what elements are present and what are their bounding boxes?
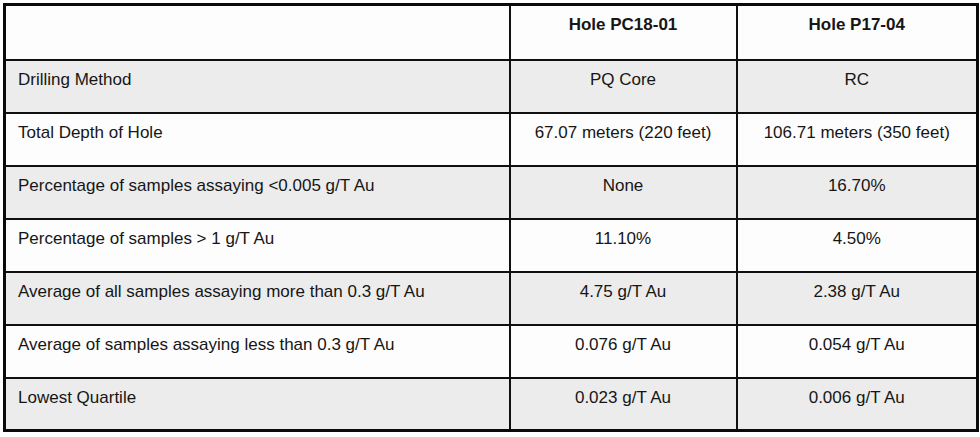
value-cell-p17: 0.006 g/T Au (737, 378, 978, 431)
table-row-avg-above-03: Average of all samples assaying more tha… (5, 272, 978, 325)
header-hole-pc18-01: Hole PC18-01 (510, 5, 737, 60)
header-empty-cell (5, 5, 510, 60)
value-cell-pc18: 11.10% (510, 219, 737, 272)
row-label-cell: Percentage of samples > 1 g/T Au (5, 219, 510, 272)
table-row-total-depth: Total Depth of Hole 67.07 meters (220 fe… (5, 113, 978, 166)
page-background: Hole PC18-01 Hole P17-04 Drilling Method… (0, 0, 980, 437)
value-cell-p17: 16.70% (737, 166, 978, 219)
value-cell-pc18: 4.75 g/T Au (510, 272, 737, 325)
value-cell-p17: 4.50% (737, 219, 978, 272)
table-row-pct-below-0005: Percentage of samples assaying <0.005 g/… (5, 166, 978, 219)
value-cell-pc18: 67.07 meters (220 feet) (510, 113, 737, 166)
value-cell-pc18: None (510, 166, 737, 219)
row-label-cell: Total Depth of Hole (5, 113, 510, 166)
value-cell-p17: 2.38 g/T Au (737, 272, 978, 325)
row-label-cell: Drilling Method (5, 60, 510, 113)
row-label-cell: Average of samples assaying less than 0.… (5, 325, 510, 378)
value-cell-p17: RC (737, 60, 978, 113)
value-cell-p17: 106.71 meters (350 feet) (737, 113, 978, 166)
value-cell-p17: 0.054 g/T Au (737, 325, 978, 378)
table-header-row: Hole PC18-01 Hole P17-04 (5, 5, 978, 60)
table-row-pct-above-1: Percentage of samples > 1 g/T Au 11.10% … (5, 219, 978, 272)
row-label-cell: Percentage of samples assaying <0.005 g/… (5, 166, 510, 219)
table-row-drilling-method: Drilling Method PQ Core RC (5, 60, 978, 113)
table-row-avg-below-03: Average of samples assaying less than 0.… (5, 325, 978, 378)
table-row-lowest-quartile: Lowest Quartile 0.023 g/T Au 0.006 g/T A… (5, 378, 978, 431)
value-cell-pc18: PQ Core (510, 60, 737, 113)
value-cell-pc18: 0.076 g/T Au (510, 325, 737, 378)
header-hole-p17-04: Hole P17-04 (737, 5, 978, 60)
row-label-cell: Average of all samples assaying more tha… (5, 272, 510, 325)
drill-results-table: Hole PC18-01 Hole P17-04 Drilling Method… (3, 3, 979, 432)
row-label-cell: Lowest Quartile (5, 378, 510, 431)
value-cell-pc18: 0.023 g/T Au (510, 378, 737, 431)
